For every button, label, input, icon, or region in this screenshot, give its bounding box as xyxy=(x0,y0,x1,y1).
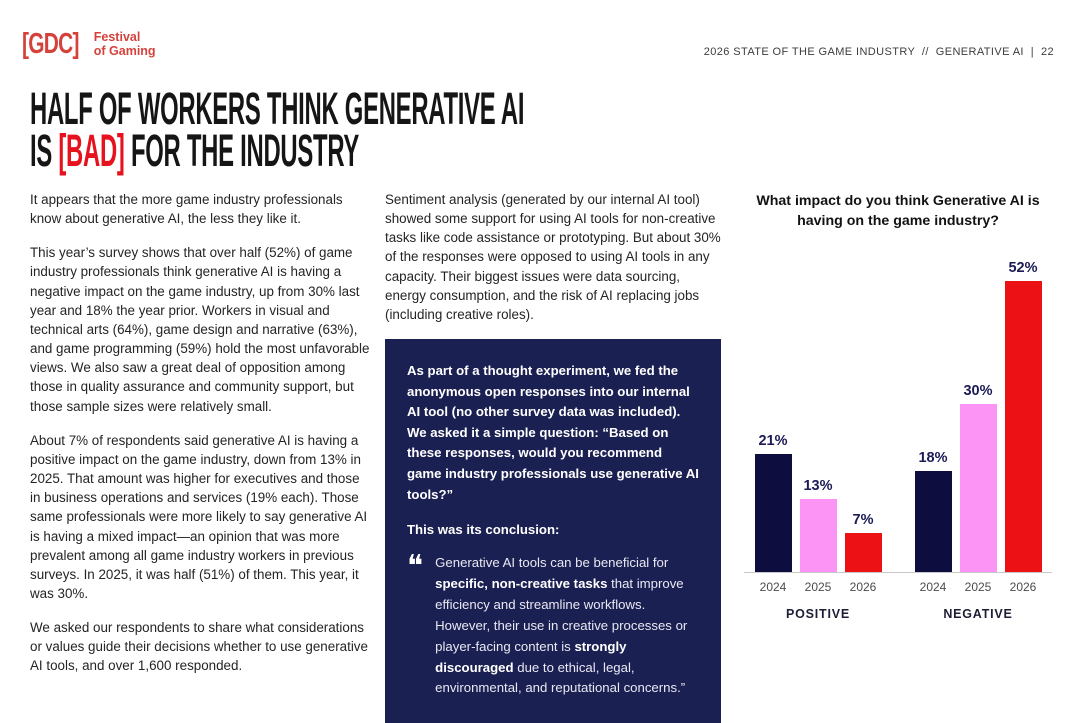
bar-negative-2026 xyxy=(1004,280,1042,572)
gdc-logo-icon: [GDC] xyxy=(22,28,79,60)
bar-group-positive: 21% 13% 7% xyxy=(754,433,882,572)
title-line-2: IS [BAD] FOR THE INDUSTRY xyxy=(30,125,360,176)
bar-group-negative: 18% 30% 52% xyxy=(914,259,1042,572)
chart-bars-area: 21% 13% 7% 18% 30% 52% xyxy=(744,241,1052,573)
year-group: 2024 2025 2026 xyxy=(915,580,1042,594)
quote-text: Generative AI tools can be beneficial fo… xyxy=(435,555,688,696)
quote-icon: ❝ xyxy=(407,549,424,585)
year-label: 2024 xyxy=(919,579,947,594)
bar-column: 18% xyxy=(914,449,952,572)
left-text-column: It appears that the more game industry p… xyxy=(30,190,371,691)
bar-negative-2025 xyxy=(959,403,997,572)
bar-value-label: 18% xyxy=(918,449,948,466)
report-breadcrumb: 2026 STATE OF THE GAME INDUSTRY // GENER… xyxy=(703,46,1054,58)
year-label: 2025 xyxy=(964,579,992,594)
year-label: 2026 xyxy=(1009,579,1037,594)
bar-value-label: 7% xyxy=(852,511,874,528)
bar-column: 30% xyxy=(959,382,997,572)
title-highlight-bad: [BAD] xyxy=(58,125,125,176)
group-label-negative: NEGATIVE xyxy=(943,606,1013,621)
year-group: 2024 2025 2026 xyxy=(755,580,882,594)
gdc-logo-text: Festival of Gaming xyxy=(93,30,156,58)
chart-title: What impact do you think Generative AI i… xyxy=(756,193,1040,229)
year-label: 2025 xyxy=(804,579,832,594)
paragraph: This year’s survey shows that over half … xyxy=(30,245,370,414)
paragraph: Sentiment analysis (generated by our int… xyxy=(385,192,721,322)
bar-negative-2024 xyxy=(914,470,952,572)
quote-block: ❝ Generative AI tools can be beneficial … xyxy=(407,549,699,699)
bar-chart: 21% 13% 7% 18% 30% 52% 2024 2025 2026 2024 2025 20… xyxy=(744,241,1052,621)
year-label: 2026 xyxy=(849,579,877,594)
title-line-1: HALF OF WORKERS THINK GENERATIVE AI xyxy=(30,83,525,134)
bar-column: 13% xyxy=(799,477,837,572)
callout-intro: As part of a thought experiment, we fed … xyxy=(407,363,699,502)
bar-positive-2026 xyxy=(844,532,882,572)
logo-line2: of Gaming xyxy=(93,43,156,58)
slide-page: [GDC] Festival of Gaming 2026 STATE OF T… xyxy=(22,28,1054,723)
middle-text-column: Sentiment analysis (generated by our int… xyxy=(385,190,721,723)
paragraph: It appears that the more game industry p… xyxy=(30,192,343,227)
bar-column: 52% xyxy=(1004,259,1042,572)
callout-conclusion-label: This was its conclusion: xyxy=(407,522,560,538)
bar-value-label: 52% xyxy=(1008,259,1038,276)
bar-value-label: 21% xyxy=(758,433,788,450)
page-title: HALF OF WORKERS THINK GENERATIVE AI IS [… xyxy=(30,83,525,176)
paragraph: We asked our respondents to share what c… xyxy=(30,620,368,674)
bar-column: 7% xyxy=(844,511,882,572)
chart-year-labels: 2024 2025 2026 2024 2025 2026 xyxy=(744,580,1052,594)
bar-value-label: 13% xyxy=(803,477,833,494)
group-label-positive: POSITIVE xyxy=(785,606,851,621)
ai-conclusion-callout: As part of a thought experiment, we fed … xyxy=(385,339,721,723)
bar-positive-2024 xyxy=(754,454,792,572)
paragraph: About 7% of respondents said generative … xyxy=(30,432,368,601)
chart-column: What impact do you think Generative AI i… xyxy=(744,192,1052,621)
year-label: 2024 xyxy=(759,579,787,594)
bar-positive-2025 xyxy=(799,498,837,572)
chart-group-labels: POSITIVE NEGATIVE xyxy=(744,607,1052,621)
logo-line1: Festival xyxy=(93,30,141,44)
gdc-logo: [GDC] Festival of Gaming xyxy=(22,28,156,61)
bar-value-label: 30% xyxy=(963,382,993,399)
bar-column: 21% xyxy=(754,433,792,572)
